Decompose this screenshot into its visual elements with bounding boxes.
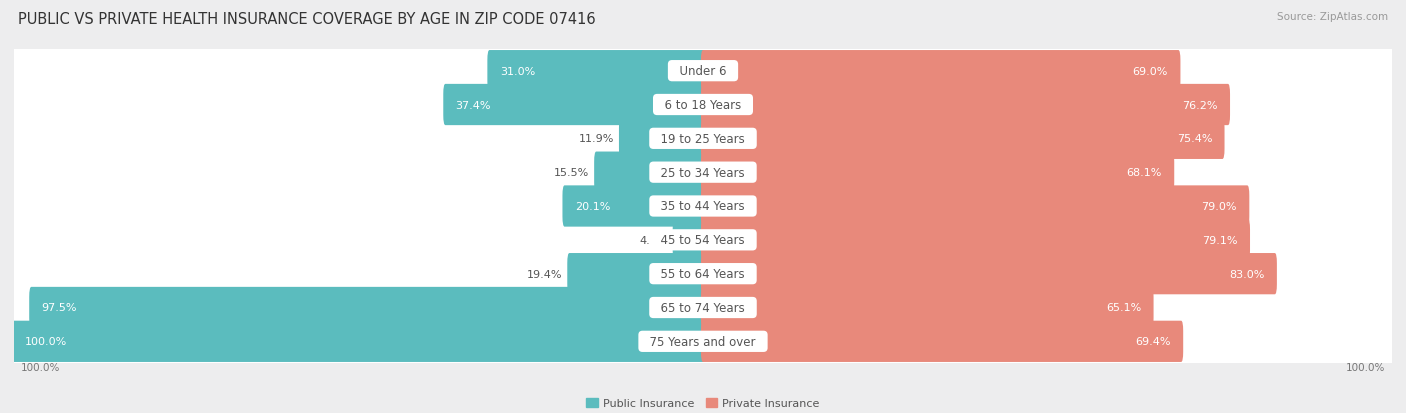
- Text: 15.5%: 15.5%: [554, 168, 589, 178]
- Text: 69.4%: 69.4%: [1135, 337, 1171, 347]
- Text: 79.1%: 79.1%: [1202, 235, 1237, 245]
- FancyBboxPatch shape: [443, 85, 704, 126]
- FancyBboxPatch shape: [702, 119, 1225, 159]
- Text: 100.0%: 100.0%: [24, 337, 66, 347]
- FancyBboxPatch shape: [702, 152, 1174, 193]
- Text: 75 Years and over: 75 Years and over: [643, 335, 763, 348]
- Text: 79.0%: 79.0%: [1202, 202, 1237, 211]
- FancyBboxPatch shape: [30, 287, 704, 328]
- FancyBboxPatch shape: [702, 186, 1250, 227]
- Text: 75.4%: 75.4%: [1177, 134, 1212, 144]
- FancyBboxPatch shape: [702, 85, 1230, 126]
- FancyBboxPatch shape: [619, 119, 704, 159]
- FancyBboxPatch shape: [13, 284, 1393, 332]
- Text: 25 to 34 Years: 25 to 34 Years: [654, 166, 752, 179]
- Text: 100.0%: 100.0%: [1346, 363, 1385, 373]
- FancyBboxPatch shape: [702, 287, 1153, 328]
- Text: 69.0%: 69.0%: [1133, 66, 1168, 76]
- FancyBboxPatch shape: [13, 183, 1393, 230]
- FancyBboxPatch shape: [702, 254, 1277, 294]
- Text: 35 to 44 Years: 35 to 44 Years: [654, 200, 752, 213]
- FancyBboxPatch shape: [13, 216, 1393, 264]
- FancyBboxPatch shape: [672, 220, 704, 261]
- Text: 31.0%: 31.0%: [499, 66, 536, 76]
- Text: 45 to 54 Years: 45 to 54 Years: [654, 234, 752, 247]
- Legend: Public Insurance, Private Insurance: Public Insurance, Private Insurance: [586, 398, 820, 408]
- Text: 97.5%: 97.5%: [42, 303, 77, 313]
- Text: 19 to 25 Years: 19 to 25 Years: [654, 133, 752, 145]
- Text: 20.1%: 20.1%: [575, 202, 610, 211]
- Text: 11.9%: 11.9%: [579, 134, 614, 144]
- Text: 4.1%: 4.1%: [640, 235, 668, 245]
- FancyBboxPatch shape: [562, 186, 704, 227]
- Text: 55 to 64 Years: 55 to 64 Years: [654, 268, 752, 280]
- Text: 19.4%: 19.4%: [527, 269, 562, 279]
- FancyBboxPatch shape: [13, 321, 704, 362]
- FancyBboxPatch shape: [13, 318, 1393, 366]
- Text: Source: ZipAtlas.com: Source: ZipAtlas.com: [1277, 12, 1388, 22]
- FancyBboxPatch shape: [13, 47, 1393, 95]
- FancyBboxPatch shape: [13, 115, 1393, 163]
- Text: 65 to 74 Years: 65 to 74 Years: [654, 301, 752, 314]
- Text: 37.4%: 37.4%: [456, 100, 491, 110]
- Text: PUBLIC VS PRIVATE HEALTH INSURANCE COVERAGE BY AGE IN ZIP CODE 07416: PUBLIC VS PRIVATE HEALTH INSURANCE COVER…: [18, 12, 596, 27]
- Text: Under 6: Under 6: [672, 65, 734, 78]
- FancyBboxPatch shape: [13, 149, 1393, 197]
- FancyBboxPatch shape: [702, 321, 1184, 362]
- Text: 83.0%: 83.0%: [1229, 269, 1264, 279]
- FancyBboxPatch shape: [13, 250, 1393, 298]
- FancyBboxPatch shape: [595, 152, 704, 193]
- FancyBboxPatch shape: [13, 81, 1393, 129]
- FancyBboxPatch shape: [567, 254, 704, 294]
- Text: 6 to 18 Years: 6 to 18 Years: [657, 99, 749, 112]
- FancyBboxPatch shape: [702, 51, 1181, 92]
- Text: 100.0%: 100.0%: [21, 363, 60, 373]
- Text: 68.1%: 68.1%: [1126, 168, 1161, 178]
- Text: 65.1%: 65.1%: [1107, 303, 1142, 313]
- Text: 76.2%: 76.2%: [1182, 100, 1218, 110]
- FancyBboxPatch shape: [488, 51, 704, 92]
- FancyBboxPatch shape: [702, 220, 1250, 261]
